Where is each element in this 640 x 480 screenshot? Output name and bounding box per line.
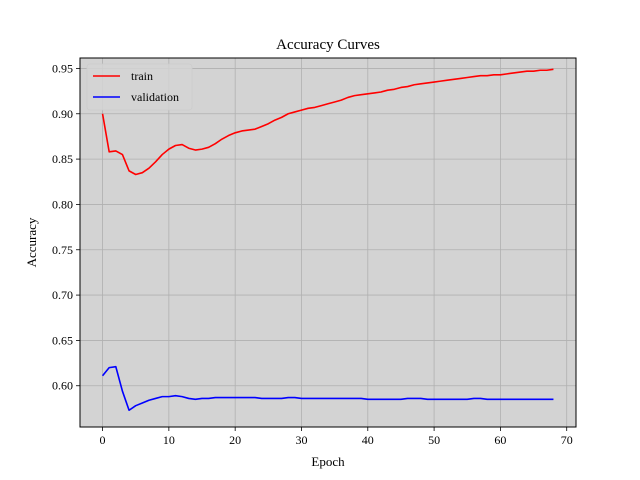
y-tick-label: 0.65 <box>52 333 73 347</box>
legend: train validation <box>86 63 193 111</box>
y-tick-label: 0.80 <box>52 197 73 211</box>
plot-area <box>80 58 576 427</box>
y-tick-label: 0.85 <box>52 152 73 166</box>
x-axis: 0 10 20 30 40 50 60 70 <box>100 427 573 447</box>
chart-title: Accuracy Curves <box>276 37 380 53</box>
legend-label-train: train <box>131 69 153 83</box>
y-tick-label: 0.90 <box>52 107 73 121</box>
x-tick-label: 40 <box>362 433 374 447</box>
series-line-train <box>101 68 554 176</box>
y-tick-label: 0.60 <box>52 379 73 393</box>
x-tick-label: 70 <box>561 433 573 447</box>
x-tick-label: 30 <box>295 433 307 447</box>
x-tick-label: 10 <box>163 433 175 447</box>
y-axis-label: Accuracy <box>24 217 39 267</box>
y-tick-label: 0.75 <box>52 243 73 257</box>
series-line-validation <box>101 365 554 412</box>
x-tick-label: 0 <box>100 433 106 447</box>
y-tick-label: 0.95 <box>52 61 73 75</box>
x-tick-label: 20 <box>229 433 241 447</box>
plot-frame <box>79 57 577 428</box>
x-tick-label: 60 <box>494 433 506 447</box>
legend-label-validation: validation <box>131 90 179 104</box>
x-tick-label: 50 <box>428 433 440 447</box>
series-layer <box>101 68 554 412</box>
x-axis-label: Epoch <box>311 454 345 469</box>
grid <box>80 58 576 427</box>
y-axis: 0.60 0.65 0.70 0.75 0.80 0.85 0.90 0.95 <box>52 61 80 393</box>
y-tick-label: 0.70 <box>52 288 73 302</box>
